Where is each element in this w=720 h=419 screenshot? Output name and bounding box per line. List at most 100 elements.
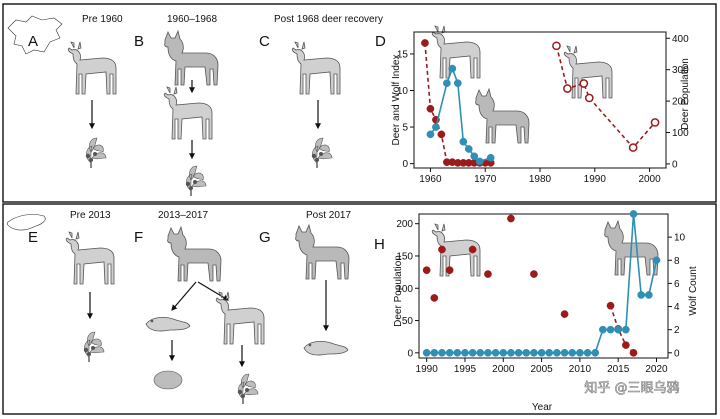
panel-g-letter: G [259, 229, 271, 246]
x-tick-label: 1990 [416, 364, 439, 375]
arrow-icon [171, 281, 197, 311]
chart-h-wolf-series-1-point [599, 325, 607, 334]
plant-icon [83, 331, 105, 363]
chart-d-wolf-series-1-point [470, 152, 479, 161]
x-tick-label: 2015 [607, 364, 630, 375]
chart-h-wolf-series-1-point [537, 348, 546, 357]
chart-h-deer-series-0-point [438, 245, 446, 254]
chart-h-wolf-series-1-point [637, 291, 646, 299]
chart-h-wolf-series-1-point [476, 348, 485, 357]
x-tick-label: 1960 [419, 174, 442, 185]
chart-d-deer-series-2-point [579, 79, 589, 88]
chart-h-wolf-series-1-point [614, 325, 623, 334]
chart-d-wolf-series-1-point [432, 123, 440, 131]
chart-d-deer-series-2-point [563, 84, 572, 93]
chart-d-deer-series-2-point [584, 93, 594, 103]
sea-otter-icon [303, 340, 349, 356]
panel-f: F 2013–2017 [134, 210, 265, 405]
chart-d-deer-series-2-line [555, 45, 656, 149]
watermark: 知乎 @三眼乌鸦 [584, 380, 679, 396]
panel-a-title: Pre 1960 [82, 14, 123, 25]
y-right-tick-label: 300 [672, 65, 689, 76]
panel-c-title: Post 1968 deer recovery [274, 14, 383, 25]
chart-h-wolf-series-1-point [583, 348, 592, 357]
deer-icon [291, 41, 341, 95]
panel-c-letter: C [259, 33, 270, 50]
deer-icon [431, 25, 481, 79]
chart-h-deer-series-0-point [422, 266, 431, 275]
chart-d-left-axis-label: Deer and Wolf Index [391, 55, 402, 146]
panel-e-title: Pre 2013 [70, 210, 111, 221]
panel-e: E Pre 2013 [6, 210, 115, 363]
y-right-tick-label: 100 [672, 128, 689, 139]
chart-h-wolf-series-1-point [461, 348, 469, 357]
y-right-tick-label: 8 [674, 256, 680, 267]
chart-d-wolf-series-1-point [486, 153, 495, 162]
bottom-section-frame [2, 203, 717, 415]
y-right-tick-label: 6 [674, 279, 680, 290]
y-left-tick-label: 5 [402, 123, 408, 134]
chart-h-wolf-series-1-point [591, 348, 600, 357]
wolf-icon [164, 30, 219, 86]
y-left-tick-label: 100 [396, 284, 413, 295]
chart-d-wolf-series-1-point [464, 145, 473, 153]
panel-f-letter: F [134, 229, 143, 246]
top-section-frame [2, 3, 717, 203]
panel-b-letter: B [134, 33, 144, 50]
plant-icon [85, 137, 107, 169]
panel-a: A Pre 1960 [7, 14, 123, 169]
chart-d-wolf-series-1-point [475, 157, 484, 166]
chart-h-wolf-series-1-point [453, 348, 462, 357]
y-left-tick-label: 0 [407, 348, 413, 359]
chart-h-deer-series-0-point [606, 301, 615, 310]
chart-d-wolf-series-1-point [448, 64, 457, 73]
chart-h-wolf-series-1-point [514, 348, 523, 357]
y-right-tick-label: 200 [672, 97, 689, 108]
y-left-tick-label: 10 [397, 86, 409, 97]
y-left-tick-label: 0 [402, 159, 408, 170]
plant-icon [237, 373, 259, 405]
chart-h-wolf-series-1-point [553, 348, 561, 357]
chart-h-wolf-series-1-point [568, 348, 577, 357]
chart-h-deer-series-0-point [468, 245, 477, 254]
chart-h-deer-series-0-point [430, 294, 439, 302]
chart-h-wolf-series-1-point [507, 348, 515, 357]
chart-h-wolf-series-1-point [530, 348, 538, 357]
chart-d-deer-series-0-point [421, 39, 429, 47]
x-tick-label: 1970 [474, 174, 497, 185]
chart-h-wolf-series-1-point [622, 325, 630, 334]
wolf-icon [167, 226, 222, 282]
y-left-tick-label: 50 [402, 316, 414, 327]
chart-h-deer-series-0-point [530, 270, 538, 278]
chart-d-deer-series-2-point [628, 143, 638, 152]
y-left-tick-label: 200 [396, 219, 413, 230]
chart-h-wolf-series-1-point [560, 348, 569, 357]
y-right-tick-label: 0 [674, 348, 680, 359]
wolf-icon [475, 88, 530, 144]
panel-b-title: 1960–1968 [167, 14, 217, 25]
x-tick-label: 1995 [454, 364, 477, 375]
chart-h: H Deer Population Wolf Count Year 1990 19… [374, 210, 699, 413]
chart-h-wolf-series-1-point [499, 348, 508, 357]
chart-d-wolf-series-1-point [459, 137, 468, 146]
chart-h-deer-series-0-point [629, 348, 638, 357]
deer-icon [215, 291, 265, 345]
panel-h-letter: H [374, 236, 385, 253]
y-right-tick-label: 4 [674, 302, 680, 313]
chart-h-wolf-series-1-point [522, 348, 531, 357]
chart-h-wolf-series-1-point [491, 348, 500, 357]
y-right-tick-label: 2 [674, 325, 680, 336]
chart-h-left-axis-label: Deer Population [393, 255, 404, 327]
chart-h-wolf-series-1-point [484, 348, 492, 357]
chart-h-wolf-series-1-point [445, 348, 454, 357]
chart-h-right-axis-label: Wolf Count [688, 266, 699, 316]
chart-h-wolf-series-1-point [422, 348, 431, 357]
chart-h-wolf-series-1-point [644, 291, 653, 299]
y-left-tick-label: 150 [396, 251, 413, 262]
y-right-tick-label: 0 [672, 159, 678, 170]
deer-icon [67, 41, 117, 95]
panel-d-letter: D [375, 33, 386, 50]
panel-b: B 1960–1968 [134, 14, 219, 197]
chart-h-plot-frame [418, 213, 669, 359]
